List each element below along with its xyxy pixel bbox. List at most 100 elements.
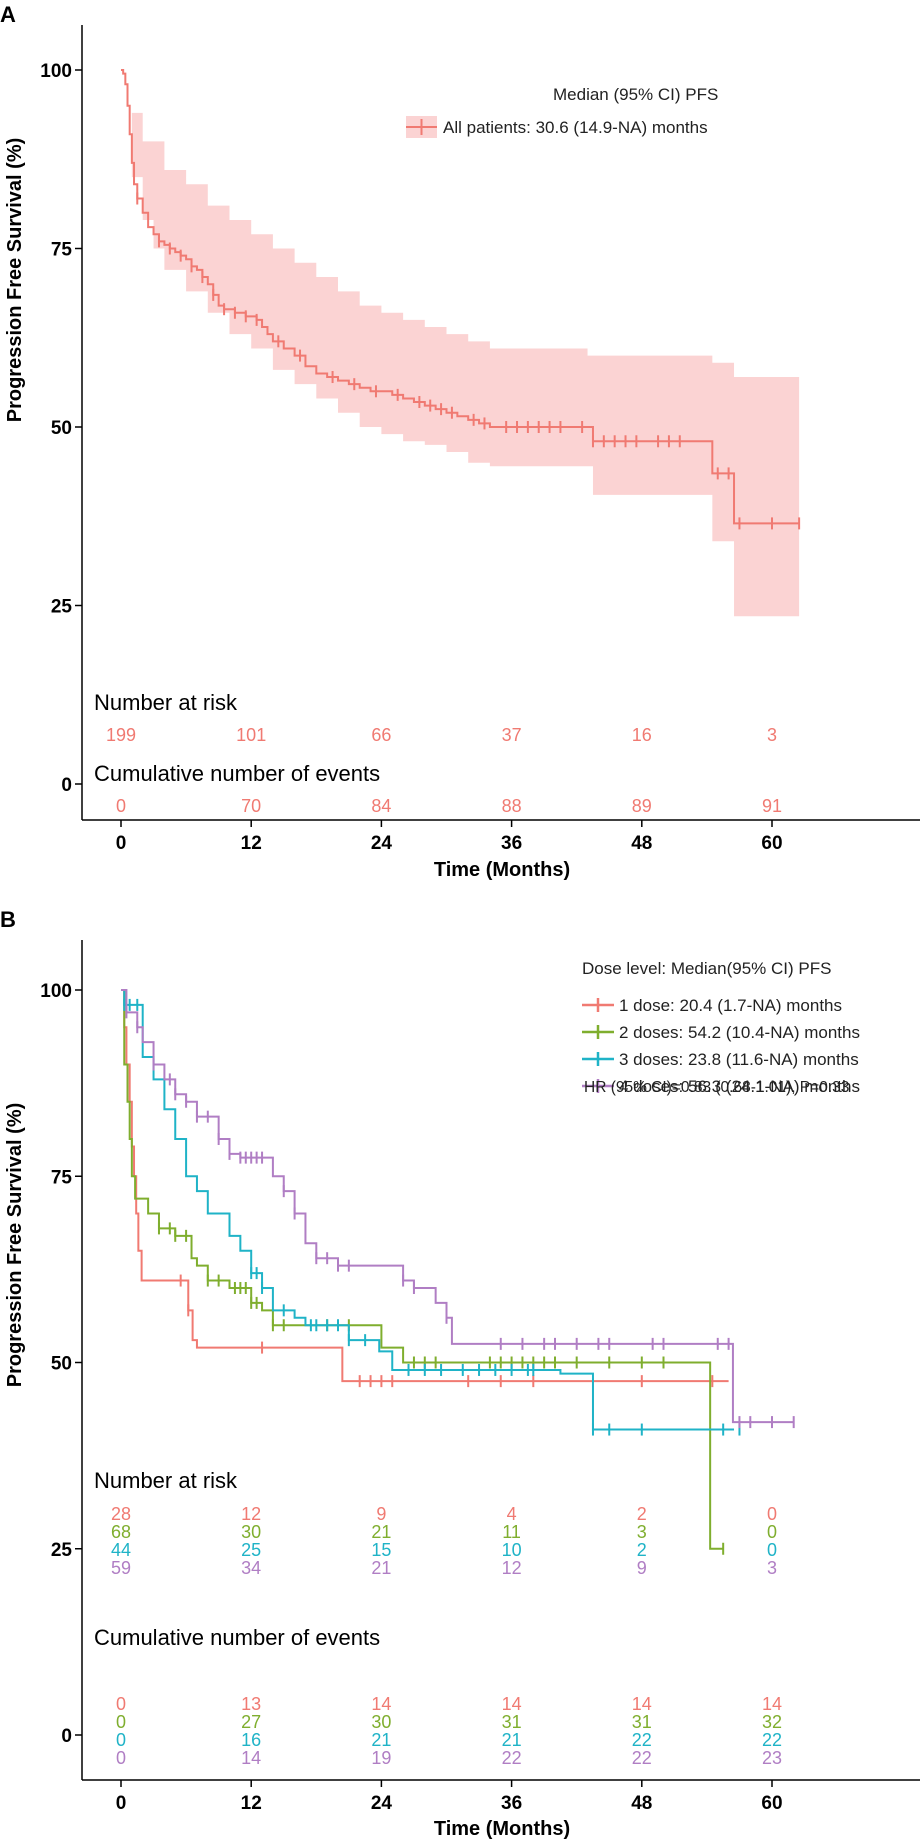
panel-a-risk-value: 101 — [236, 725, 266, 745]
panel-b-events-value: 0 — [116, 1748, 126, 1768]
panel-b-x-tick-label: 36 — [501, 1793, 522, 1814]
panel-b-events-value: 13 — [241, 1694, 261, 1714]
panel-b-events-table-title: Cumulative number of events — [94, 1625, 380, 1650]
panel-b-curves — [121, 989, 795, 1555]
panel-a-ci-band — [121, 70, 800, 617]
panel-a-tables: 199 101 66 37 16 3 0 70 84 88 89 91 — [106, 725, 782, 816]
panel-b-risk-value: 9 — [637, 1558, 647, 1578]
panel-b-risk-value: 0 — [767, 1540, 777, 1560]
panel-a-legend-label: All patients: 30.6 (14.9-NA) months — [443, 118, 708, 137]
panel-b-risk-value: 0 — [767, 1504, 777, 1524]
panel-b-events-value: 31 — [502, 1712, 522, 1732]
panel-b-events-value: 14 — [371, 1694, 391, 1714]
panel-b-x-axis-title: Time (Months) — [434, 1818, 570, 1840]
panel-b-risk-value: 3 — [767, 1558, 777, 1578]
panel-a-x-tick-label: 36 — [501, 833, 522, 854]
panel-b-hazard-ratio-annotation: HR (95% CI)=0.83 (0.68-1.01), P=0.33 — [584, 1079, 849, 1096]
panel-b-risk-value: 44 — [111, 1540, 131, 1560]
panel-a-y-tick-label: 50 — [51, 418, 72, 439]
panel-b-events-value: 27 — [241, 1712, 261, 1732]
panel-b-events-value: 19 — [371, 1748, 391, 1768]
panel-b-risk-value: 25 — [241, 1540, 261, 1560]
panel-b-events-value: 0 — [116, 1730, 126, 1750]
panel-a-curves — [121, 69, 801, 530]
panel-b-y-tick-label: 0 — [61, 1726, 72, 1747]
panel-b-events-value: 14 — [502, 1694, 522, 1714]
panel-b-risk-value: 34 — [241, 1558, 261, 1578]
panel-a-risk-value: 3 — [767, 725, 777, 745]
panel-b-events-value: 22 — [632, 1730, 652, 1750]
panel-a-letter: A — [0, 2, 16, 27]
panel-a-legend-title: Median (95% CI) PFS — [553, 85, 718, 104]
panel-b-events-value: 14 — [632, 1694, 652, 1714]
panel-a-risk-value: 199 — [106, 725, 136, 745]
panel-b-risk-value: 12 — [502, 1558, 522, 1578]
panel-b: B Progression Free Survival (%) Time (Mo… — [0, 907, 920, 1840]
panel-b-letter: B — [0, 907, 16, 932]
panel-a-y-tick-label: 25 — [51, 597, 73, 618]
panel-a-risk-value: 16 — [632, 725, 652, 745]
panel-b-risk-value: 3 — [637, 1522, 647, 1542]
panel-b-events-value: 23 — [762, 1748, 782, 1768]
panel-b-risk-value: 4 — [507, 1504, 517, 1524]
panel-a-risk-value: 37 — [502, 725, 522, 745]
panel-b-risk-value: 68 — [111, 1522, 131, 1542]
panel-b-risk-value: 11 — [502, 1522, 521, 1542]
panel-b-legend-item: 1 dose: 20.4 (1.7-NA) months — [582, 996, 842, 1015]
panel-a-events-value: 0 — [116, 796, 126, 816]
panel-b-risk-value: 2 — [637, 1504, 647, 1524]
panel-b-risk-value: 15 — [371, 1540, 391, 1560]
panel-b-risk-value: 30 — [241, 1522, 261, 1542]
panel-b-legend-label: 2 doses: 54.2 (10.4-NA) months — [619, 1023, 860, 1042]
panel-b-events-value: 0 — [116, 1694, 126, 1714]
panel-a-x-tick-label: 12 — [241, 833, 262, 854]
panel-b-risk-value: 9 — [376, 1504, 386, 1524]
panel-b-y-tick-label: 100 — [40, 981, 72, 1002]
panel-b-legend-item: 2 doses: 54.2 (10.4-NA) months — [582, 1023, 860, 1042]
panel-b-tables: 28 12 9 4 2 068 30 21 11 3 044 25 15 10 2 059 34 21 12 9 30 1… — [111, 1504, 782, 1768]
panel-b-risk-value: 12 — [241, 1504, 261, 1524]
panel-a-x-tick-label: 24 — [371, 833, 393, 854]
panel-a-axes: 0 25 50 75 100 0 12 24 36 48 60 — [40, 25, 920, 854]
panel-b-x-tick-label: 0 — [116, 1793, 127, 1814]
panel-b-legend-title: Dose level: Median(95% CI) PFS — [582, 959, 831, 978]
panel-b-risk-value: 2 — [637, 1540, 647, 1560]
panel-a-events-table-title: Cumulative number of events — [94, 761, 380, 786]
panel-b-legend-item: 3 doses: 23.8 (11.6-NA) months — [582, 1050, 859, 1069]
panel-a-events-value: 91 — [762, 796, 782, 816]
panel-b-events-value: 16 — [241, 1730, 261, 1750]
panel-a-x-tick-label: 0 — [116, 833, 127, 854]
panel-a-legend-item: All patients: 30.6 (14.9-NA) months — [406, 116, 708, 138]
panel-b-risk-value: 28 — [111, 1504, 131, 1524]
panel-b-y-tick-label: 75 — [51, 1167, 73, 1188]
panel-b-y-tick-label: 25 — [51, 1540, 73, 1561]
panel-b-legend-label: 3 doses: 23.8 (11.6-NA) months — [619, 1050, 859, 1069]
panel-a-events-value: 89 — [632, 796, 652, 816]
panel-b-risk-value: 10 — [502, 1540, 522, 1560]
panel-a-y-tick-label: 100 — [40, 61, 72, 82]
panel-a-risk-value: 66 — [371, 725, 391, 745]
panel-b-events-value: 0 — [116, 1712, 126, 1732]
panel-b-events-value: 31 — [632, 1712, 652, 1732]
panel-a-x-tick-label: 48 — [631, 833, 652, 854]
panel-b-events-value: 21 — [502, 1730, 522, 1750]
panel-b-x-tick-label: 24 — [371, 1793, 393, 1814]
panel-b-events-value: 22 — [762, 1730, 782, 1750]
panel-b-events-value: 32 — [762, 1712, 782, 1732]
panel-b-events-value: 22 — [632, 1748, 652, 1768]
panel-b-legend-label: 4 doses: 56.3 (24.1-NA) months — [619, 1077, 860, 1096]
panel-a-y-tick-label: 0 — [61, 775, 72, 796]
panel-b-legend: 1 dose: 20.4 (1.7-NA) months 2 doses: 54.… — [582, 996, 860, 1096]
panel-b-x-tick-label: 12 — [241, 1793, 262, 1814]
panel-b-x-tick-label: 48 — [631, 1793, 652, 1814]
panel-b-legend-item: 4 doses: 56.3 (24.1-NA) months — [582, 1077, 860, 1096]
panel-a-x-axis-title: Time (Months) — [434, 859, 570, 881]
panel-b-risk-value: 21 — [371, 1522, 391, 1542]
panel-a-y-axis-title: Progression Free Survival (%) — [4, 138, 26, 423]
panel-b-events-value: 14 — [241, 1748, 261, 1768]
panel-b-curve-series-2 — [121, 989, 724, 1550]
panel-b-events-value: 22 — [502, 1748, 522, 1768]
panel-b-x-tick-label: 60 — [761, 1793, 782, 1814]
panel-b-events-value: 30 — [371, 1712, 391, 1732]
panel-a: A Progression Free Survival (%) Time (Mo… — [0, 2, 920, 881]
